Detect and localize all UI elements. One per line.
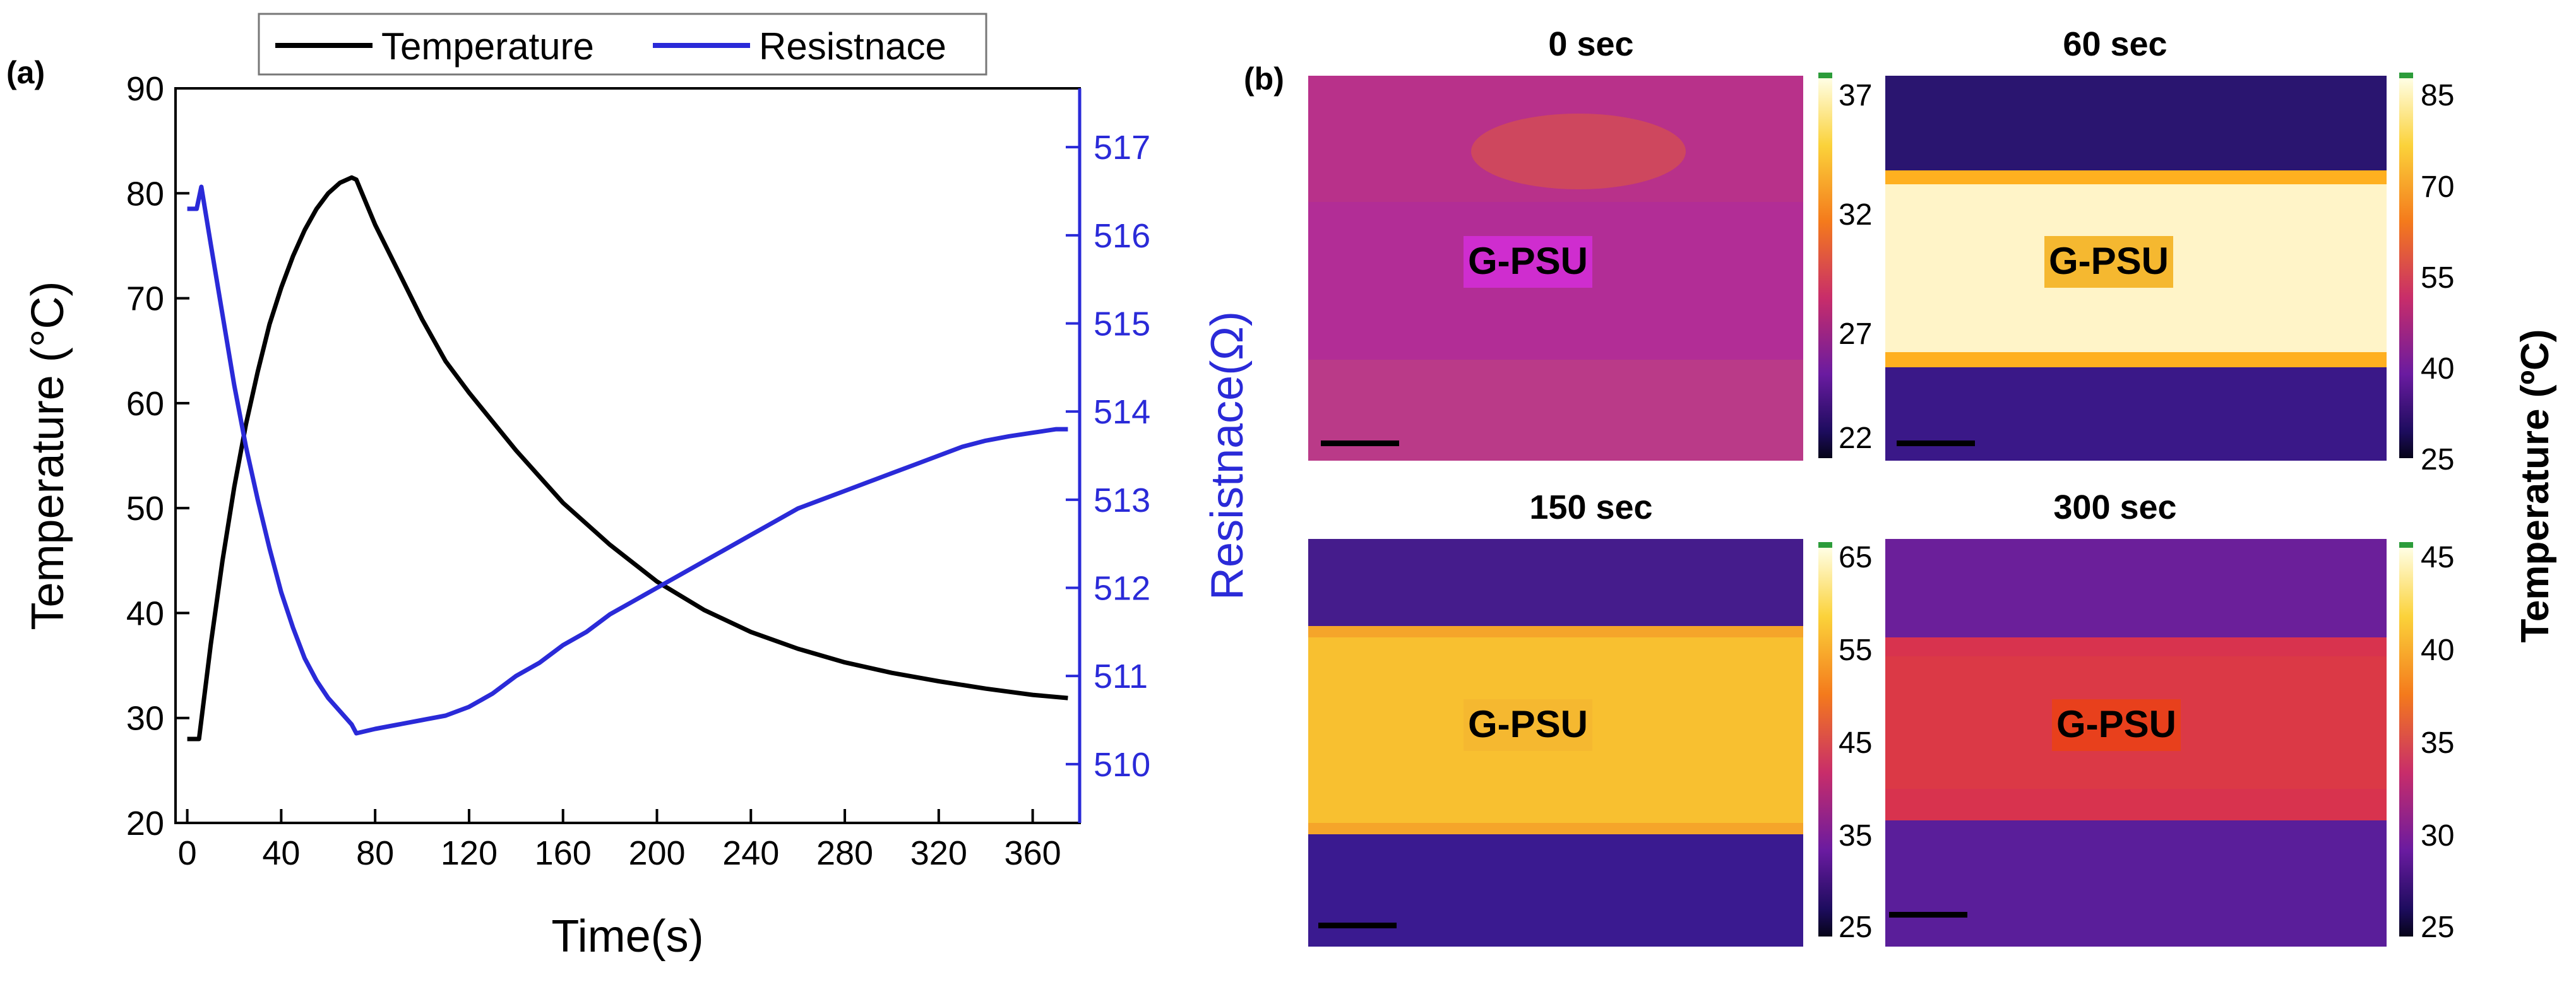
sample-label: G-PSU <box>1468 240 1588 282</box>
x-tick-label: 0 <box>178 834 197 872</box>
y2-tick-label: 512 <box>1094 570 1150 608</box>
colorbar-cap <box>2399 73 2413 78</box>
colorbar-tick: 25 <box>1839 911 1872 944</box>
y-tick-label: 70 <box>126 280 164 318</box>
panel-b-tag: (b) <box>1244 61 1284 97</box>
scale-bar <box>1321 440 1399 446</box>
image-title: 300 sec <box>2053 488 2176 526</box>
colorbar-tick: 55 <box>1839 634 1872 667</box>
colorbar-tick: 32 <box>1839 198 1872 232</box>
colorbar-tick: 45 <box>2421 541 2454 574</box>
x-tick-label: 120 <box>441 834 498 872</box>
band-edge-bottom <box>1885 352 2387 367</box>
x-tick-label: 160 <box>535 834 592 872</box>
y-axis-label: Temperature (°C) <box>23 281 73 630</box>
y2-tick-label: 514 <box>1094 393 1150 431</box>
colorbar-tick: 40 <box>2421 352 2454 386</box>
colorbar <box>2399 77 2413 458</box>
legend-label-resistance: Resistnace <box>759 25 946 68</box>
colorbar-tick: 35 <box>2421 726 2454 760</box>
x-axis-ticks: 0 40 80 120 160 200 240 280 320 360 <box>178 809 1061 872</box>
y-axis-ticks: 20 30 40 50 60 70 80 90 <box>126 70 189 842</box>
colorbar-tick: 30 <box>2421 819 2454 853</box>
legend-label-temperature: Temperature <box>381 25 594 68</box>
x-tick-label: 240 <box>722 834 779 872</box>
scale-bar <box>1318 923 1397 928</box>
x-tick-label: 360 <box>1005 834 1061 872</box>
colorbar-tick: 55 <box>2421 261 2454 295</box>
thermal-image-0-sec: 0 sec G-PSU 37 32 27 22 <box>1308 25 1872 461</box>
x-tick-label: 320 <box>910 834 967 872</box>
y2-tick-label: 516 <box>1094 217 1150 255</box>
y2-axis-label: Resistnace(Ω) <box>1202 311 1253 600</box>
colorbar-tick: 40 <box>2421 634 2454 667</box>
y2-tick-label: 515 <box>1094 305 1150 343</box>
y-tick-label: 90 <box>126 70 164 108</box>
colorbar-cap <box>1818 542 1832 548</box>
thermal-image-150-sec: 150 sec G-PSU 65 55 45 35 25 <box>1308 488 1872 947</box>
y2-tick-label: 513 <box>1094 482 1150 519</box>
colorbar-tick: 37 <box>1839 79 1872 112</box>
image-title: 150 sec <box>1529 488 1652 526</box>
y2-tick-label: 517 <box>1094 129 1150 167</box>
colorbar-tick: 27 <box>1839 317 1872 351</box>
image-title: 60 sec <box>2063 25 2167 63</box>
thermal-image-300-sec: 300 sec G-PSU 45 40 35 30 25 <box>1885 488 2454 947</box>
y-tick-label: 60 <box>126 385 164 423</box>
colorbar-tick: 85 <box>2421 79 2454 112</box>
colorbar-tick: 35 <box>1839 819 1872 853</box>
colorbar-tick: 65 <box>1839 541 1872 574</box>
x-tick-label: 40 <box>262 834 300 872</box>
y-tick-label: 30 <box>126 700 164 738</box>
band-edge-top <box>1308 626 1803 639</box>
hot-spot <box>1471 114 1686 189</box>
colorbar <box>1818 547 1832 937</box>
colorbar-tick: 70 <box>2421 170 2454 204</box>
band-edge-top <box>1885 170 2387 186</box>
x-tick-label: 80 <box>356 834 394 872</box>
sample-label: G-PSU <box>2056 703 2176 745</box>
y2-tick-label: 510 <box>1094 746 1150 784</box>
panel-a: (a) 0 40 80 120 160 200 240 280 320 360 20 30 40 50 6… <box>6 14 1253 962</box>
colorbar-axis-title: Temperature (ºC) <box>2513 329 2557 643</box>
y-tick-label: 50 <box>126 490 164 528</box>
colorbar <box>1818 77 1832 458</box>
image-title: 0 sec <box>1548 25 1633 63</box>
region-bottom <box>1885 820 2387 947</box>
colorbar-cap <box>2399 542 2413 548</box>
x-axis-label: Time(s) <box>551 911 703 962</box>
y-tick-label: 20 <box>126 805 164 842</box>
scale-bar <box>1897 440 1975 446</box>
x-tick-label: 280 <box>816 834 873 872</box>
region-top <box>1308 539 1803 634</box>
region-bottom <box>1308 834 1803 947</box>
thermal-image-60-sec: 60 sec G-PSU 85 70 55 40 25 <box>1885 25 2454 476</box>
colorbar-tick: 22 <box>1839 422 1872 455</box>
colorbar-tick: 25 <box>2421 443 2454 476</box>
sample-label: G-PSU <box>1468 703 1588 745</box>
region-top <box>1885 76 2387 177</box>
figure: (a) 0 40 80 120 160 200 240 280 320 360 20 30 40 50 6… <box>0 0 2576 987</box>
y-tick-label: 40 <box>126 594 164 632</box>
sample-label: G-PSU <box>2049 240 2169 282</box>
resistance-series-line <box>188 187 1068 733</box>
scale-bar <box>1889 912 1967 918</box>
region-bottom <box>1885 367 2387 461</box>
y-tick-label: 80 <box>126 175 164 213</box>
region-top <box>1885 539 2387 640</box>
y2-tick-label: 511 <box>1094 658 1148 695</box>
colorbar-cap <box>1818 73 1832 78</box>
legend: Temperature Resistnace <box>259 14 986 74</box>
panel-a-tag: (a) <box>6 55 45 90</box>
x-tick-label: 200 <box>628 834 685 872</box>
band-edge-bottom <box>1308 823 1803 836</box>
colorbar-tick: 25 <box>2421 911 2454 944</box>
colorbar <box>2399 547 2413 937</box>
panel-b: (b) 0 sec G-PSU 37 32 27 22 60 sec <box>1244 25 2557 947</box>
colorbar-tick: 45 <box>1839 726 1872 760</box>
